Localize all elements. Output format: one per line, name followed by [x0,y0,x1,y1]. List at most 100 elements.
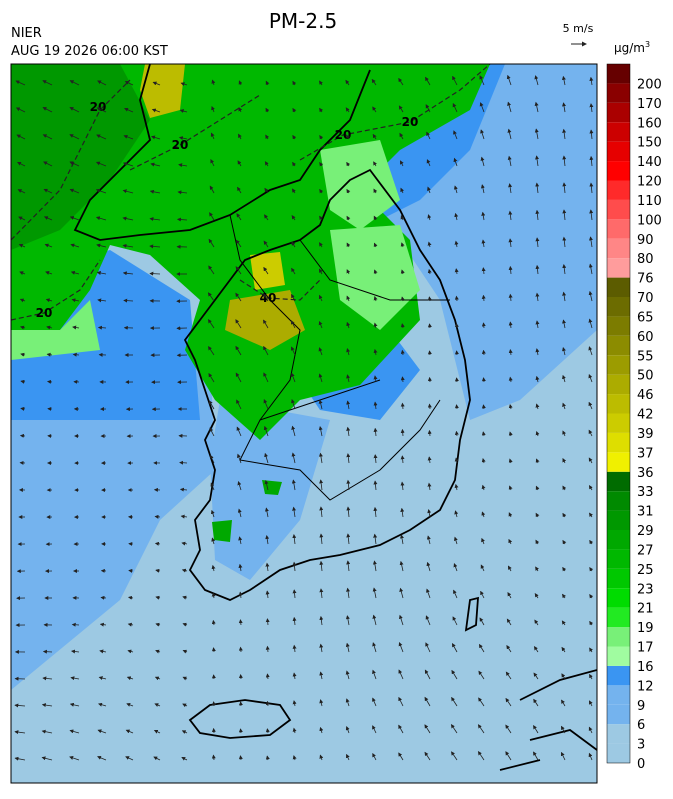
wind-arrow [457,405,458,409]
colorbar-unit: μg/m3 [614,40,650,55]
wind-arrow [48,382,52,383]
wind-arrow [430,351,431,355]
colorbar-segment [607,666,630,685]
colorbar-label: 60 [637,330,654,345]
wind-arrow [129,571,133,572]
colorbar-segment [607,297,630,316]
colorbar-label: 19 [637,621,654,636]
colorbar-segment [607,627,630,646]
colorbar-segment [607,219,630,238]
colorbar-label: 200 [637,77,662,92]
colorbar-segment [607,433,630,452]
unit-base: μg/m [614,41,645,55]
wind-scale-label: 5 m/s [563,22,594,35]
colorbar-label: 140 [637,155,662,170]
colorbar-label: 21 [637,602,654,617]
colorbar-segment [607,161,630,180]
colorbar-label: 17 [637,641,654,656]
wind-arrow [484,323,485,328]
colorbar-segment [607,452,630,471]
colorbar-segment [607,647,630,666]
wind-arrow [430,324,431,328]
unit-exponent: 3 [645,40,650,49]
colorbar-segment [607,200,630,219]
colorbar-label: 42 [637,408,654,423]
wind-arrow [430,404,431,409]
wind-arrow [241,729,242,733]
colorbar-segment [607,588,630,607]
map: 20 20 20 20 20 40 [11,64,597,783]
datetime: AUG 19 2026 06:00 KST [11,44,168,59]
colorbar: 0369121617192123252729313336373942465055… [607,64,662,772]
colorbar-segment [607,316,630,335]
colorbar-segment [607,181,630,200]
colorbar-label: 37 [637,446,654,461]
colorbar-segment [607,355,630,374]
colorbar-segment [607,744,630,763]
colorbar-segment [607,685,630,704]
colorbar-segment [607,511,630,530]
colorbar-label: 150 [637,136,662,151]
wind-arrow [484,378,485,382]
colorbar-label: 55 [637,349,654,364]
concentration-area [250,252,285,290]
colorbar-segment [607,336,630,355]
contour-label: 20 [90,100,107,114]
colorbar-segment [607,705,630,724]
wind-arrow [457,324,458,328]
colorbar-segment [607,122,630,141]
colorbar-segment [607,491,630,510]
wind-arrow [180,463,187,464]
wind-arrow [214,648,215,652]
colorbar-label: 33 [637,485,654,500]
colorbar-segment [607,278,630,297]
colorbar-segment [607,530,630,549]
colorbar-label: 50 [637,369,654,384]
colorbar-label: 80 [637,252,654,267]
title: PM-2.5 [269,9,337,33]
wind-arrow [155,517,160,518]
contour-label: 40 [260,291,277,305]
colorbar-label: 31 [637,505,654,520]
wind-arrow [484,351,485,355]
colorbar-label: 9 [637,699,645,714]
colorbar-label: 76 [637,272,654,287]
contour-label: 20 [36,306,53,320]
colorbar-label: 12 [637,679,654,694]
wind-arrow [101,598,106,599]
colorbar-segment [607,394,630,413]
colorbar-segment [607,472,630,491]
colorbar-label: 46 [637,388,654,403]
colorbar-label: 23 [637,582,654,597]
colorbar-segment [607,64,630,83]
colorbar-segment [607,608,630,627]
colorbar-segment [607,83,630,102]
agency: NIER [11,26,42,41]
colorbar-label: 170 [637,97,662,112]
colorbar-label: 160 [637,116,662,131]
concentration-area [212,520,232,542]
colorbar-segment [607,414,630,433]
colorbar-label: 70 [637,291,654,306]
colorbar-segment [607,375,630,394]
colorbar-label: 90 [637,233,654,248]
wind-arrow [241,647,242,652]
colorbar-label: 16 [637,660,654,675]
colorbar-label: 36 [637,466,654,481]
colorbar-label: 0 [637,757,645,772]
colorbar-segment [607,724,630,743]
contour-label: 20 [172,138,189,152]
colorbar-label: 25 [637,563,654,578]
wind-arrow [44,652,52,653]
colorbar-label: 6 [637,718,645,733]
colorbar-label: 29 [637,524,654,539]
colorbar-label: 27 [637,543,654,558]
colorbar-segment [607,549,630,568]
contour-label: 20 [402,115,419,129]
colorbar-segment [607,142,630,161]
colorbar-label: 120 [637,175,662,190]
colorbar-label: 65 [637,310,654,325]
wind-arrow [73,625,80,626]
contour-label: 20 [335,128,352,142]
